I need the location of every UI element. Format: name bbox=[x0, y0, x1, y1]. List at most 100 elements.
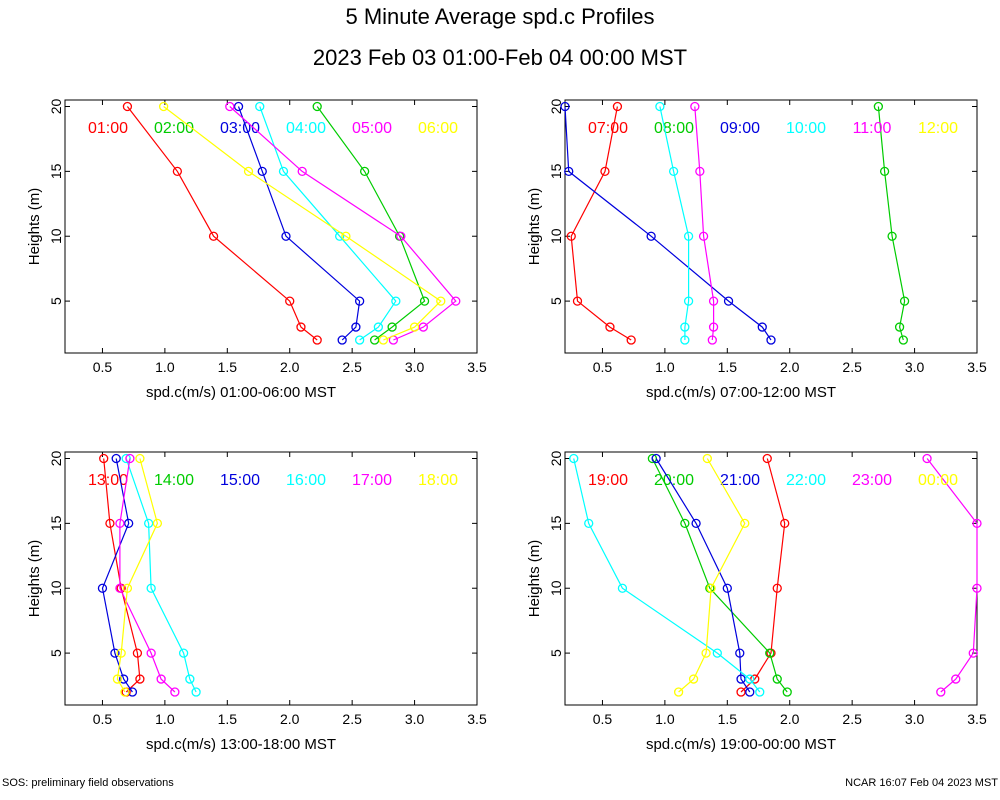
legend-label-23:00: 23:00 bbox=[852, 472, 892, 489]
x-tick-label: 1.0 bbox=[655, 359, 675, 375]
x-tick-label: 2.5 bbox=[342, 711, 362, 727]
series-04:00 bbox=[255, 101, 401, 345]
x-tick-label: 3.5 bbox=[467, 711, 487, 727]
data-point bbox=[626, 335, 636, 345]
plot-frame bbox=[564, 99, 978, 354]
series-line bbox=[926, 458, 978, 693]
series-line bbox=[237, 106, 361, 341]
x-tick-label: 2.0 bbox=[280, 711, 300, 727]
series-16:00 bbox=[121, 453, 201, 697]
legend-label-13:00: 13:00 bbox=[88, 472, 128, 489]
data-point bbox=[655, 101, 665, 112]
data-point bbox=[680, 322, 690, 332]
legend-label-17:00: 17:00 bbox=[352, 472, 392, 489]
data-point bbox=[673, 687, 684, 697]
data-point bbox=[124, 518, 134, 529]
data-point bbox=[122, 101, 133, 112]
legend-label-10:00: 10:00 bbox=[786, 120, 826, 137]
data-point bbox=[115, 518, 125, 529]
data-point bbox=[612, 101, 623, 112]
data-point bbox=[233, 101, 244, 112]
series-00:00 bbox=[673, 453, 750, 697]
x-tick-label: 2.5 bbox=[842, 359, 862, 375]
series-line bbox=[694, 106, 715, 341]
data-point bbox=[688, 674, 699, 684]
footer-right-note: NCAR 16:07 Feb 04 2023 MST bbox=[845, 777, 998, 789]
legend-label-14:00: 14:00 bbox=[154, 472, 194, 489]
data-point bbox=[135, 453, 145, 464]
legend-label-19:00: 19:00 bbox=[588, 472, 628, 489]
x-tick-label: 0.5 bbox=[593, 359, 613, 375]
series-line bbox=[316, 106, 426, 341]
data-point bbox=[255, 101, 265, 112]
data-point bbox=[680, 335, 690, 345]
chart-subtitle: 2023 Feb 03 01:00-Feb 04 00:00 MST bbox=[312, 45, 688, 70]
data-point bbox=[387, 322, 397, 332]
data-point bbox=[605, 322, 615, 332]
y-tick-label: 15 bbox=[548, 515, 564, 531]
y-tick-label: 5 bbox=[548, 297, 564, 305]
data-point bbox=[378, 335, 389, 345]
data-point bbox=[125, 453, 135, 464]
series-18:00 bbox=[112, 453, 163, 697]
series-23:00 bbox=[922, 453, 982, 697]
x-axis-label: spd.c(m/s) 19:00-00:00 MST bbox=[646, 736, 836, 753]
legend-label-05:00: 05:00 bbox=[352, 120, 392, 137]
series-line bbox=[101, 458, 133, 693]
data-point bbox=[312, 101, 322, 112]
data-point bbox=[755, 687, 765, 697]
x-tick-label: 2.0 bbox=[280, 359, 300, 375]
data-point bbox=[143, 518, 154, 529]
data-point bbox=[436, 296, 446, 306]
series-line bbox=[651, 458, 788, 693]
x-tick-label: 2.0 bbox=[780, 711, 800, 727]
data-point bbox=[564, 166, 574, 177]
data-point bbox=[680, 518, 690, 529]
data-point bbox=[135, 674, 145, 684]
data-point bbox=[172, 166, 183, 177]
data-point bbox=[409, 322, 420, 332]
y-tick-label: 5 bbox=[48, 649, 64, 657]
legend-label-09:00: 09:00 bbox=[720, 120, 760, 137]
x-tick-label: 1.5 bbox=[218, 359, 238, 375]
series-21:00 bbox=[651, 453, 755, 697]
x-tick-label: 3.0 bbox=[405, 359, 425, 375]
legend-label-18:00: 18:00 bbox=[418, 472, 458, 489]
data-point bbox=[97, 583, 108, 593]
x-tick-label: 1.0 bbox=[655, 711, 675, 727]
x-tick-label: 0.5 bbox=[93, 711, 113, 727]
data-point bbox=[968, 648, 978, 658]
data-point bbox=[569, 453, 579, 464]
data-point bbox=[121, 453, 131, 464]
data-point bbox=[683, 231, 694, 241]
data-point bbox=[225, 101, 235, 112]
x-tick-label: 3.0 bbox=[405, 711, 425, 727]
data-point bbox=[899, 296, 910, 306]
data-point bbox=[651, 453, 661, 464]
data-point bbox=[690, 101, 700, 112]
x-tick-label: 1.5 bbox=[718, 359, 738, 375]
series-line bbox=[740, 458, 786, 693]
data-point bbox=[158, 101, 169, 112]
data-point bbox=[879, 166, 890, 177]
series-line bbox=[573, 458, 761, 693]
y-axis-label: Heights (m) bbox=[26, 188, 43, 266]
data-point bbox=[765, 648, 775, 658]
chart-panel-4: 0.5 1.0 1.5 2.0 2.5 3.0 3.5 5 10 15 20 spd.c(m/s) 1… bbox=[526, 450, 987, 753]
series-line bbox=[116, 458, 159, 693]
series-line bbox=[564, 106, 772, 341]
y-tick-label: 10 bbox=[48, 580, 64, 596]
data-point bbox=[451, 296, 461, 306]
data-point bbox=[110, 648, 120, 658]
data-point bbox=[170, 687, 180, 697]
series-06:00 bbox=[158, 101, 446, 345]
data-point bbox=[707, 335, 717, 345]
series-line bbox=[103, 458, 141, 693]
data-point bbox=[156, 674, 166, 684]
x-tick-label: 2.0 bbox=[780, 359, 800, 375]
series-02:00 bbox=[312, 101, 430, 345]
footer-left-note: SOS: preliminary field observations bbox=[2, 777, 174, 789]
y-tick-label: 5 bbox=[48, 297, 64, 305]
data-point bbox=[668, 166, 679, 177]
x-axis-label: spd.c(m/s) 01:00-06:00 MST bbox=[146, 384, 336, 401]
